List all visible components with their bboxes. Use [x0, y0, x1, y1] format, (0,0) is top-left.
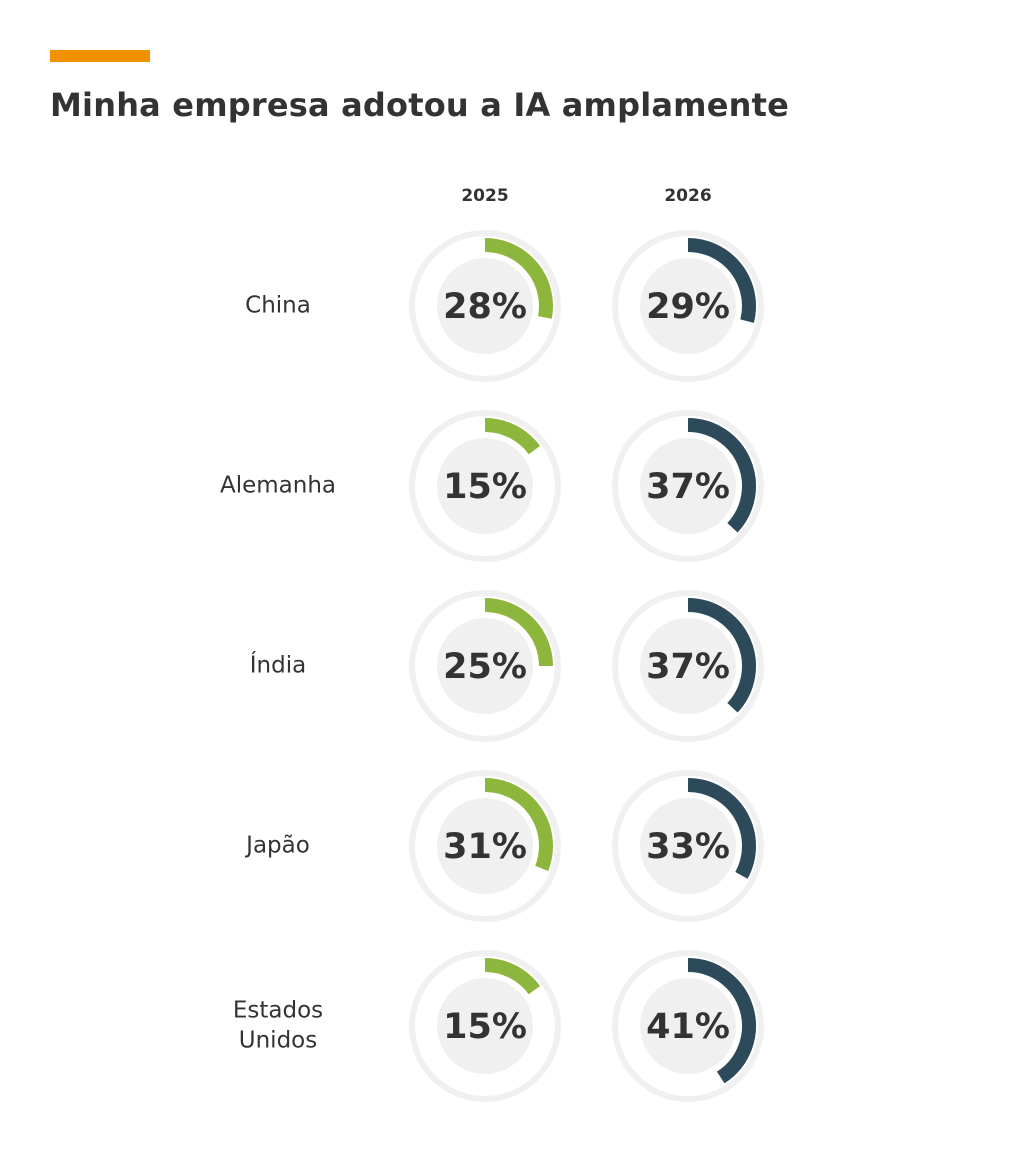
- donut-2025-japão-arc: [484, 778, 553, 872]
- donut-2025-estados-unidos-disc: [437, 978, 533, 1074]
- column-header-2025: 2025: [461, 186, 508, 206]
- donut-2026-japão-track: [612, 770, 764, 922]
- donut-2026-alemanha-disc: [640, 438, 736, 534]
- donut-2026-estados-unidos-disc: [640, 978, 736, 1074]
- donut-2025-china-track: [409, 230, 561, 382]
- donut-2026-índia-arc: [687, 598, 756, 713]
- donut-2026-alemanha-value-label: 37%: [646, 467, 730, 507]
- donut-2026-estados-unidos-value-label: 41%: [646, 1007, 730, 1047]
- donut-2026-estados-unidos-arc: [687, 958, 756, 1084]
- donut-2026-índia-disc: [640, 618, 736, 714]
- donut-2026-japão-value-label: 33%: [646, 827, 730, 867]
- donut-2026-china-track: [612, 230, 764, 382]
- donut-2025-alemanha-disc: [437, 438, 533, 534]
- donut-2026-alemanha-arc: [687, 418, 756, 533]
- donut-2026-china-arc: [687, 238, 756, 323]
- donut-2026-china-disc: [640, 258, 736, 354]
- column-header-2026: 2026: [664, 186, 711, 206]
- donut-2025-índia-value-label: 25%: [443, 647, 527, 687]
- row-label-alemanha: Alemanha: [220, 473, 336, 499]
- donut-2025-estados-unidos-track: [409, 950, 561, 1102]
- donut-2025-estados-unidos-arc: [484, 958, 541, 995]
- row-label-estados-unidos-line-2: Unidos: [239, 1028, 317, 1054]
- page-title: Minha empresa adotou a IA amplamente: [50, 86, 789, 124]
- donut-2026-alemanha-track: [612, 410, 764, 562]
- donut-2025-china-value-label: 28%: [443, 287, 527, 327]
- donut-2025-japão-track: [409, 770, 561, 922]
- row-label-índia: Índia: [250, 651, 306, 679]
- donut-2026-estados-unidos-track: [612, 950, 764, 1102]
- donut-2025-alemanha-value-label: 15%: [443, 467, 527, 507]
- donut-2025-alemanha-arc: [484, 418, 541, 455]
- donut-2026-japão-arc: [687, 778, 756, 879]
- donut-2025-china-arc: [484, 238, 553, 319]
- donut-2025-estados-unidos-value-label: 15%: [443, 1007, 527, 1047]
- donut-2025-japão-value-label: 31%: [443, 827, 527, 867]
- donut-2026-índia-value-label: 37%: [646, 647, 730, 687]
- donut-2025-índia-arc: [484, 598, 553, 667]
- row-label-estados-unidos-line-1: Estados: [233, 998, 323, 1024]
- donut-2025-china-disc: [437, 258, 533, 354]
- donut-2025-índia-disc: [437, 618, 533, 714]
- donut-2025-índia-track: [409, 590, 561, 742]
- donut-2025-japão-disc: [437, 798, 533, 894]
- row-label-china: China: [245, 293, 311, 319]
- donut-2025-alemanha-track: [409, 410, 561, 562]
- donut-2026-japão-disc: [640, 798, 736, 894]
- accent-bar: [50, 50, 150, 62]
- donut-2026-china-value-label: 29%: [646, 287, 730, 327]
- row-label-japão: Japão: [244, 833, 310, 859]
- donut-2026-índia-track: [612, 590, 764, 742]
